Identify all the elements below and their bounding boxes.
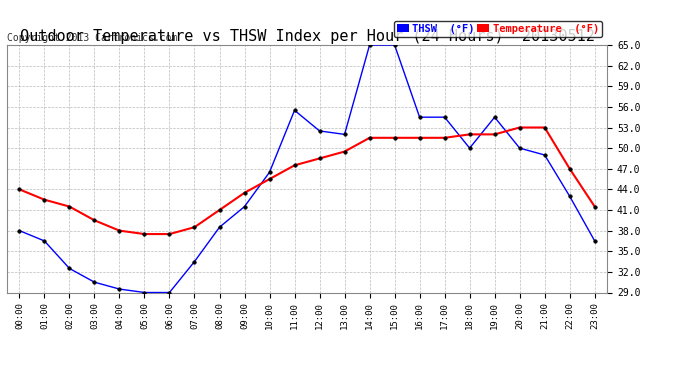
Title: Outdoor Temperature vs THSW Index per Hour (24 Hours)  20130512: Outdoor Temperature vs THSW Index per Ho…: [19, 29, 595, 44]
Text: Copyright 2013 Cartronics.com: Copyright 2013 Cartronics.com: [7, 33, 177, 42]
Legend: THSW  (°F), Temperature  (°F): THSW (°F), Temperature (°F): [394, 21, 602, 37]
